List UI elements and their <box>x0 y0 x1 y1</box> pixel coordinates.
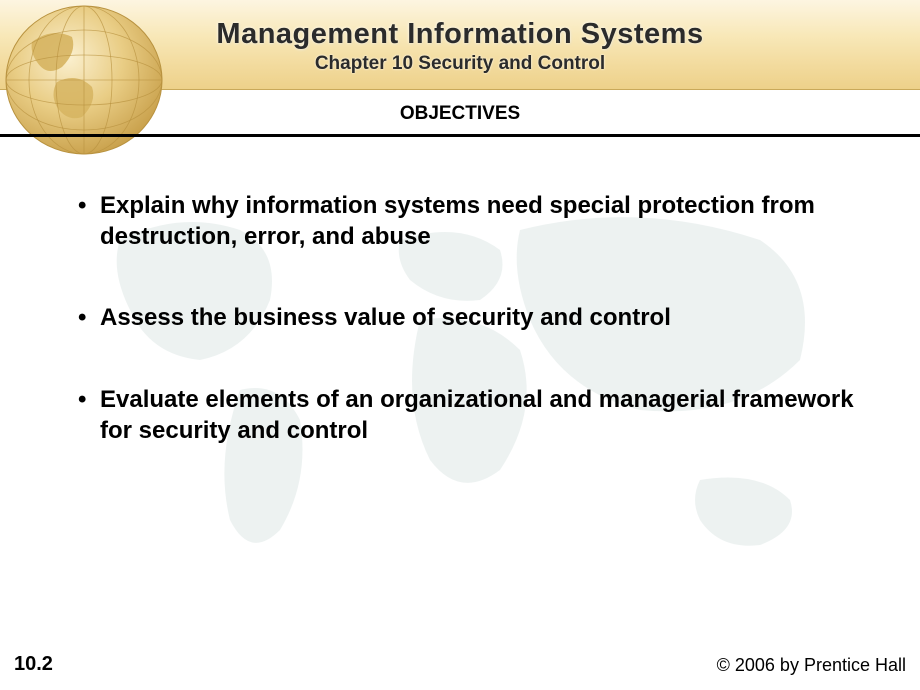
bullet-text: Assess the business value of security an… <box>100 302 860 333</box>
divider-line <box>0 134 920 137</box>
content-area: • Explain why information systems need s… <box>70 190 860 496</box>
copyright-text: © 2006 by Prentice Hall <box>717 655 906 676</box>
list-item: • Assess the business value of security … <box>70 302 860 333</box>
bullet-text: Evaluate elements of an organizational a… <box>100 384 860 446</box>
bullet-text: Explain why information systems need spe… <box>100 190 860 252</box>
list-item: • Explain why information systems need s… <box>70 190 860 252</box>
bullet-icon: • <box>70 384 100 415</box>
page-number: 10.2 <box>14 653 53 676</box>
list-item: • Evaluate elements of an organizational… <box>70 384 860 446</box>
bullet-icon: • <box>70 302 100 333</box>
bullet-icon: • <box>70 190 100 221</box>
